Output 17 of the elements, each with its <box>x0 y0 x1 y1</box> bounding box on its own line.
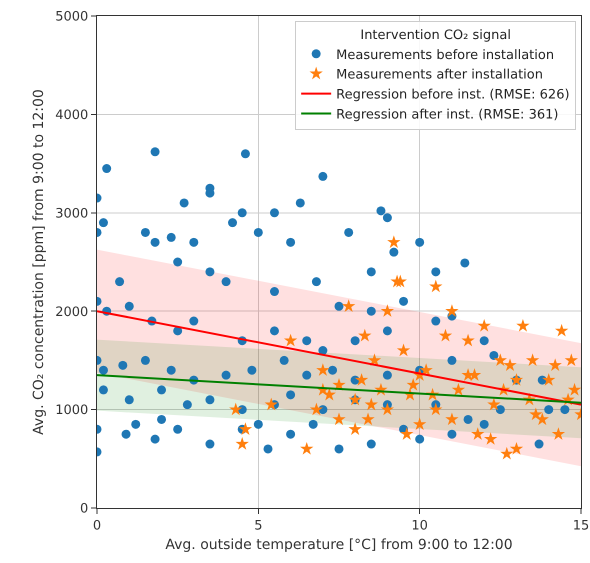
y-axis-title: Avg. CO₂ concentration [ppm] from 9:00 to 12:00 <box>30 89 47 435</box>
y-tick-label: 0 <box>80 502 88 517</box>
x-tick-label: 0 <box>92 518 102 534</box>
legend-label: Regression after inst. (RMSE: 361) <box>336 108 558 123</box>
y-tick-label: 2000 <box>55 304 88 320</box>
y-tick-label: 4000 <box>55 108 88 123</box>
x-axis-title: Avg. outside temperature [°C] from 9:00 to 12:00 <box>165 537 513 553</box>
y-tick-label: 5000 <box>55 10 88 25</box>
x-tick-label: 5 <box>254 518 262 534</box>
legend-label: Regression before inst. (RMSE: 626) <box>336 88 570 103</box>
x-tick-label: 15 <box>572 518 590 534</box>
y-tick-label: 1000 <box>55 403 88 418</box>
legend-label: Measurements before installation <box>336 48 554 63</box>
y-tick-label: 3000 <box>55 206 88 222</box>
legend-label: Measurements after installation <box>336 68 543 83</box>
x-tick-label: 10 <box>411 518 428 534</box>
legend-title: Intervention CO₂ signal <box>360 28 511 43</box>
